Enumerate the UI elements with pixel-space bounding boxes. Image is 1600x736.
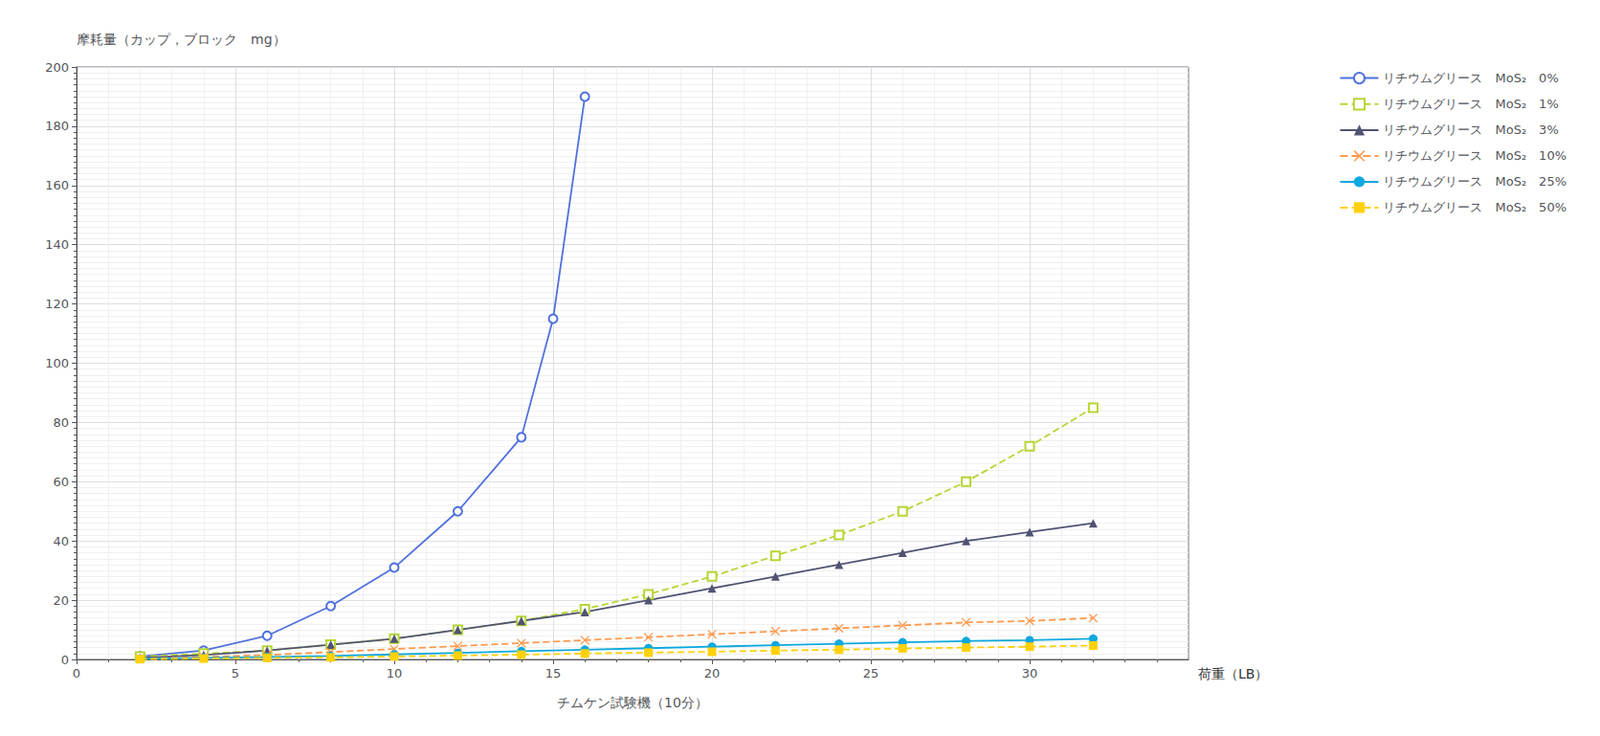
svg-text:200: 200 — [44, 60, 69, 75]
svg-text:160: 160 — [44, 177, 69, 193]
svg-text:リチウムグリース MoS₂ 3%: リチウムグリース MoS₂ 3% — [1382, 122, 1558, 137]
svg-text:120: 120 — [44, 296, 69, 312]
svg-text:80: 80 — [52, 415, 69, 430]
svg-text:10: 10 — [386, 666, 403, 681]
svg-text:40: 40 — [52, 533, 69, 549]
svg-text:リチウムグリース MoS₂ 1%: リチウムグリース MoS₂ 1% — [1382, 96, 1558, 112]
svg-text:25: 25 — [863, 666, 880, 681]
svg-text:180: 180 — [44, 118, 69, 134]
svg-text:100: 100 — [44, 355, 69, 371]
svg-text:20: 20 — [52, 593, 69, 608]
svg-text:リチウムグリース MoS₂ 25%: リチウムグリース MoS₂ 25% — [1382, 174, 1567, 189]
svg-text:荷重（LB）: 荷重（LB） — [1198, 666, 1268, 682]
svg-text:0: 0 — [72, 666, 81, 681]
svg-text:30: 30 — [1022, 666, 1039, 681]
svg-text:チムケン試験機（10分）: チムケン試験機（10分） — [556, 694, 709, 711]
svg-text:5: 5 — [231, 666, 240, 681]
svg-text:140: 140 — [44, 237, 69, 252]
svg-text:20: 20 — [704, 666, 721, 681]
svg-text:0: 0 — [61, 652, 69, 667]
svg-text:15: 15 — [545, 666, 562, 681]
svg-text:リチウムグリース MoS₂ 10%: リチウムグリース MoS₂ 10% — [1382, 148, 1567, 163]
svg-text:60: 60 — [52, 474, 69, 489]
svg-text:摩耗量（カップ，ブロック mg）: 摩耗量（カップ，ブロック mg） — [76, 31, 287, 47]
svg-text:リチウムグリース MoS₂ 0%: リチウムグリース MoS₂ 0% — [1382, 70, 1558, 86]
svg-text:リチウムグリース MoS₂ 50%: リチウムグリース MoS₂ 50% — [1382, 200, 1567, 215]
